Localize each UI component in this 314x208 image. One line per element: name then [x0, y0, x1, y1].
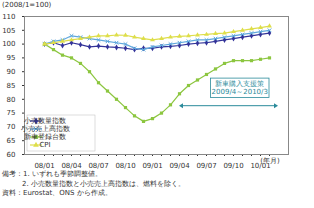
svg-text:110: 110: [2, 13, 15, 21]
html-text:(2008/1=100): (2008/1=100): [2, 1, 52, 9]
svg-text:100: 100: [2, 40, 15, 48]
svg-text:70: 70: [7, 123, 16, 131]
svg-text:90: 90: [7, 68, 16, 76]
svg-text:新車購入支援策: 新車購入支援策: [215, 80, 264, 88]
svg-text:85: 85: [7, 82, 16, 90]
svg-text:80: 80: [7, 96, 16, 104]
svg-text:新車登録台数: 新車登録台数: [24, 133, 66, 141]
html-text:備考：1. いずれも季節調整値。: 備考：1. いずれも季節調整値。: [2, 170, 102, 178]
svg-text:09/01: 09/01: [142, 162, 162, 170]
svg-text:08/10: 08/10: [115, 162, 135, 170]
svg-text:60: 60: [7, 151, 16, 159]
html-text:2. 小売数量指数と小売売上高指数は、燃料を除く。: 2. 小売数量指数と小売売上高指数は、燃料を除く。: [22, 179, 185, 188]
html-text:資料：Eurostat、ONS から作成。: 資料：Eurostat、ONS から作成。: [2, 189, 112, 197]
svg-text:75: 75: [7, 109, 16, 117]
svg-text:2009/4～2010/3: 2009/4～2010/3: [212, 88, 268, 96]
svg-text:95: 95: [7, 54, 16, 62]
svg-text:08/07: 08/07: [88, 162, 108, 170]
svg-text:105: 105: [2, 27, 15, 35]
svg-text:08/01: 08/01: [34, 162, 54, 170]
svg-text:65: 65: [7, 137, 16, 145]
svg-text:小売数量指数: 小売数量指数: [24, 117, 66, 125]
svg-text:09/10: 09/10: [223, 162, 243, 170]
svg-text:08/04: 08/04: [61, 162, 82, 170]
svg-text:09/04: 09/04: [169, 162, 190, 170]
svg-text:CPI: CPI: [39, 141, 50, 149]
svg-text:(年月): (年月): [260, 157, 280, 165]
svg-text:小売売上高指数: 小売売上高指数: [21, 125, 70, 133]
svg-text:09/07: 09/07: [196, 162, 216, 170]
